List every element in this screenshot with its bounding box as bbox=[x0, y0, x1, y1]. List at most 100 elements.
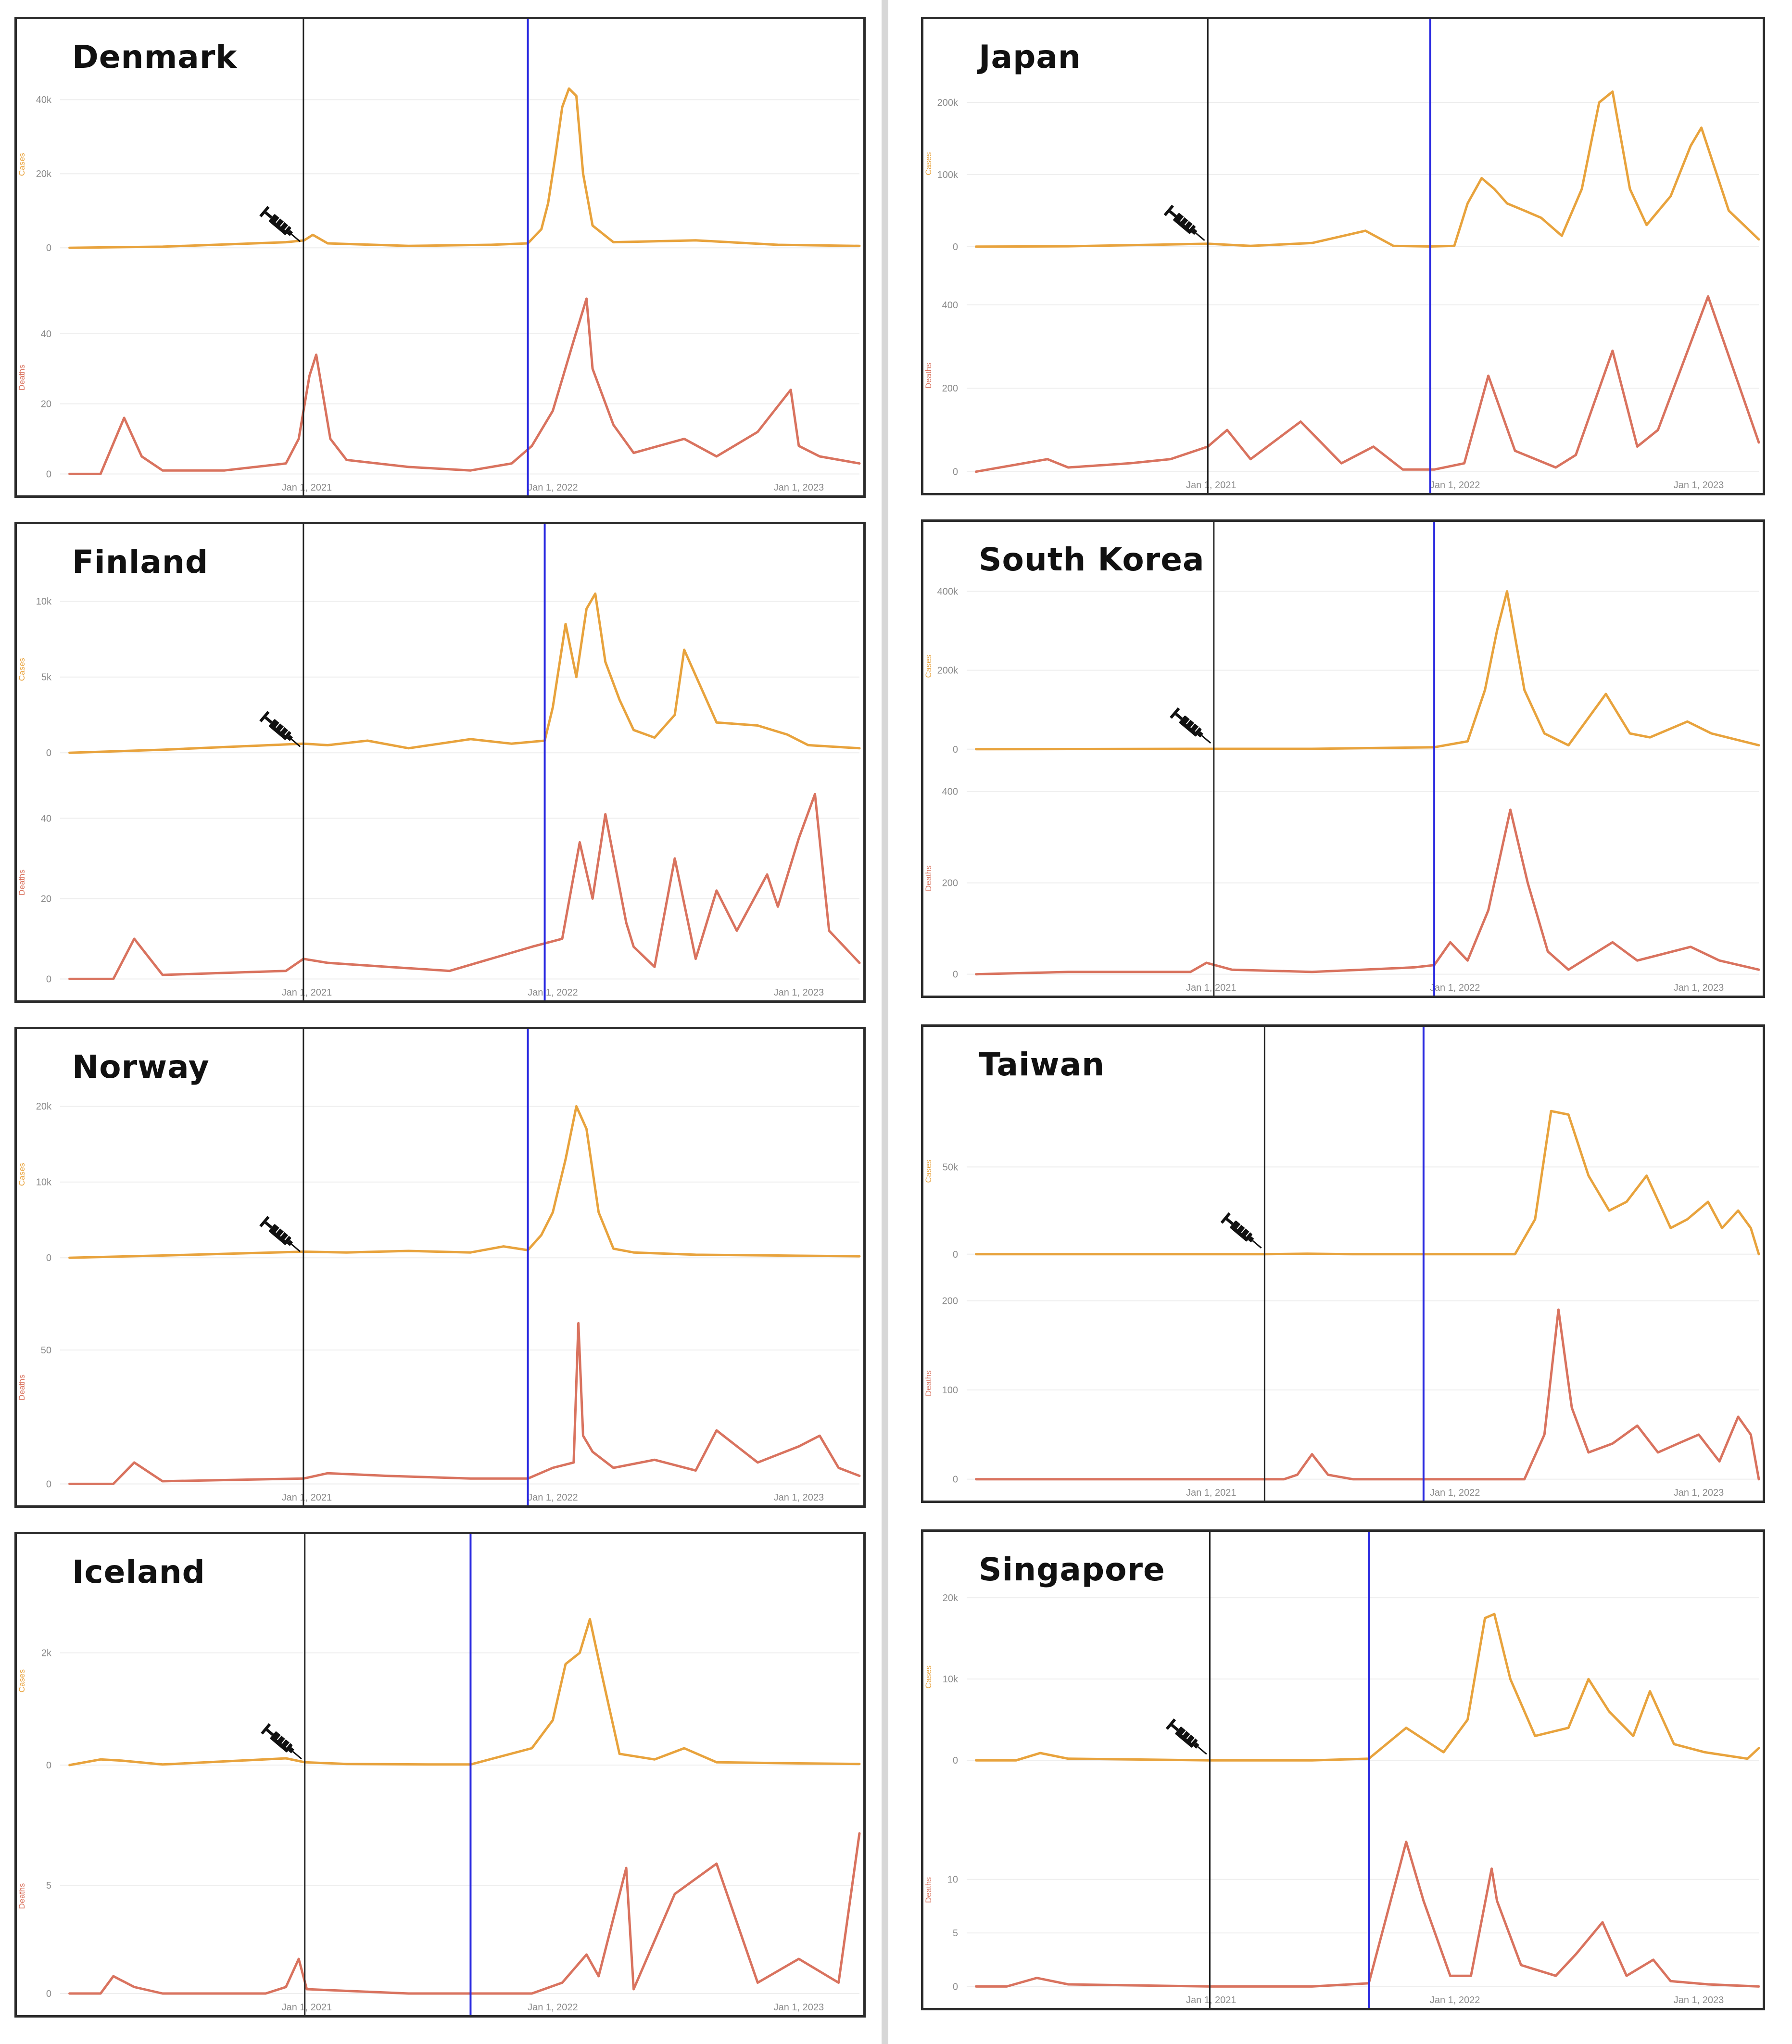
cases-tick-label: 0 bbox=[46, 748, 51, 758]
panel-taiwan: 0 50k Cases 0 100 200 Deaths Jan 1, 2021 Jan 1, … bbox=[921, 1024, 1765, 1503]
syringe-mark bbox=[1188, 224, 1194, 229]
cases-tick-label: 50k bbox=[943, 1162, 959, 1173]
syringe-handle bbox=[259, 711, 270, 722]
syringe-handle bbox=[259, 1216, 270, 1227]
syringe-mark bbox=[1180, 216, 1185, 222]
syringe-handle bbox=[1220, 1212, 1231, 1224]
cases-series-line bbox=[68, 592, 861, 754]
x-tick-label: Jan 1, 2021 bbox=[1186, 1488, 1237, 1498]
x-tick-label: Jan 1, 2022 bbox=[1430, 983, 1480, 993]
country-title: Singapore bbox=[979, 1551, 1165, 1588]
cases-tick-label: 40k bbox=[36, 95, 52, 105]
country-title: South Korea bbox=[979, 541, 1205, 578]
cases-tick-label: 10k bbox=[36, 596, 52, 607]
country-title: Finland bbox=[72, 543, 209, 580]
deaths-tick-label: 0 bbox=[953, 467, 958, 478]
deaths-tick-label: 400 bbox=[942, 300, 958, 311]
chart-denmark: 0 20k 40k Cases 0 20 40 Deaths Jan 1, 2021 Jan 1,… bbox=[17, 19, 861, 495]
country-title: Norway bbox=[72, 1048, 210, 1085]
syringe-mark bbox=[281, 1739, 286, 1744]
x-tick-label: Jan 1, 2023 bbox=[774, 2002, 824, 2013]
deaths-series-line bbox=[974, 1841, 1760, 1988]
cases-tick-label: 0 bbox=[953, 242, 958, 252]
syringe-mark bbox=[1241, 1228, 1246, 1233]
cases-tick-label: 5k bbox=[41, 672, 52, 683]
cases-tick-label: 20k bbox=[36, 169, 52, 179]
panel-japan: 0 100k 200k Cases 0 200 400 Deaths Jan 1, 2021 Ja… bbox=[921, 17, 1765, 495]
deaths-series-line bbox=[68, 297, 861, 475]
syringe-handle bbox=[1170, 707, 1180, 719]
deaths-axis-label: Deaths bbox=[17, 1375, 26, 1401]
deaths-tick-label: 0 bbox=[953, 970, 958, 980]
deaths-axis-label: Deaths bbox=[924, 363, 933, 389]
cases-axis-label: Cases bbox=[924, 655, 933, 678]
x-tick-label: Jan 1, 2023 bbox=[774, 1492, 824, 1503]
deaths-axis-label: Deaths bbox=[924, 1877, 933, 1903]
cases-axis-label: Cases bbox=[17, 658, 26, 681]
cases-series-line bbox=[974, 90, 1760, 248]
syringe-barrel bbox=[268, 214, 291, 235]
cases-axis-label: Cases bbox=[17, 153, 26, 176]
syringe-mark bbox=[1190, 723, 1195, 728]
deaths-tick-label: 10 bbox=[947, 1875, 958, 1885]
syringe-mark bbox=[276, 217, 280, 223]
syringe-icon bbox=[1165, 1718, 1207, 1755]
panel-finland: 0 5k 10k Cases 0 20 40 Deaths Jan 1, 2021 Jan 1, … bbox=[14, 522, 866, 1003]
syringe-plunger bbox=[1175, 713, 1183, 720]
cases-tick-label: 20k bbox=[36, 1101, 52, 1112]
cases-tick-label: 0 bbox=[953, 1249, 958, 1260]
x-tick-label: Jan 1, 2021 bbox=[282, 987, 332, 998]
deaths-series-line bbox=[68, 1322, 861, 1485]
syringe-mark bbox=[1186, 719, 1191, 724]
x-tick-label: Jan 1, 2022 bbox=[1430, 1488, 1480, 1498]
panel-south-korea: 0 200k 400k Cases 0 200 400 Deaths Jan 1, 2021 Ja… bbox=[921, 519, 1765, 998]
cases-tick-label: 0 bbox=[953, 1755, 958, 1766]
cases-axis-label: Cases bbox=[17, 1163, 26, 1186]
deaths-tick-label: 5 bbox=[46, 1880, 51, 1891]
deaths-tick-label: 40 bbox=[41, 813, 51, 824]
cases-tick-label: 0 bbox=[953, 744, 958, 755]
syringe-icon bbox=[1163, 204, 1205, 241]
syringe-handle bbox=[1163, 204, 1174, 216]
cases-axis-label: Cases bbox=[924, 152, 933, 175]
syringe-mark bbox=[1184, 220, 1189, 226]
cases-tick-label: 0 bbox=[46, 1760, 51, 1771]
syringe-mark bbox=[280, 1231, 285, 1237]
panel-denmark: 0 20k 40k Cases 0 20 40 Deaths Jan 1, 2021 Jan 1,… bbox=[14, 17, 866, 498]
deaths-axis-label: Deaths bbox=[17, 1883, 26, 1909]
country-title: Japan bbox=[979, 38, 1081, 76]
syringe-tip bbox=[1191, 228, 1198, 235]
x-tick-label: Jan 1, 2022 bbox=[1430, 480, 1480, 491]
cases-series-line bbox=[974, 590, 1760, 751]
x-tick-label: Jan 1, 2023 bbox=[1674, 983, 1724, 993]
cases-series-line bbox=[974, 1110, 1760, 1256]
syringe-tip bbox=[1197, 731, 1203, 738]
syringe-barrel bbox=[1179, 715, 1202, 737]
chart-south-korea: 0 200k 400k Cases 0 200 400 Deaths Jan 1, 2021 Ja… bbox=[924, 522, 1760, 996]
syringe-tip bbox=[287, 229, 293, 236]
syringe-tip bbox=[287, 734, 293, 741]
deaths-tick-label: 0 bbox=[46, 974, 51, 984]
cases-axis-label: Cases bbox=[17, 1669, 26, 1692]
deaths-tick-label: 40 bbox=[41, 329, 51, 340]
syringe-tip bbox=[1193, 1742, 1199, 1749]
x-tick-label: Jan 1, 2023 bbox=[1674, 1995, 1724, 2006]
deaths-tick-label: 400 bbox=[942, 787, 958, 797]
syringe-mark bbox=[1195, 726, 1199, 732]
deaths-tick-label: 50 bbox=[41, 1345, 51, 1356]
x-tick-label: Jan 1, 2021 bbox=[1186, 983, 1237, 993]
deaths-tick-label: 100 bbox=[942, 1385, 958, 1396]
deaths-tick-label: 0 bbox=[46, 469, 51, 479]
x-tick-label: Jan 1, 2021 bbox=[282, 1492, 332, 1503]
syringe-icon bbox=[1170, 707, 1211, 744]
syringe-plunger bbox=[265, 211, 273, 219]
cases-tick-label: 10k bbox=[36, 1177, 52, 1188]
deaths-tick-label: 0 bbox=[953, 1475, 958, 1485]
cases-tick-label: 200k bbox=[937, 666, 959, 676]
chart-taiwan: 0 50k Cases 0 100 200 Deaths Jan 1, 2021 Jan 1, … bbox=[924, 1027, 1760, 1501]
syringe-tip bbox=[1248, 1236, 1254, 1243]
x-tick-label: Jan 1, 2023 bbox=[774, 482, 824, 493]
country-title: Taiwan bbox=[979, 1046, 1105, 1083]
syringe-mark bbox=[284, 730, 289, 735]
syringe-mark bbox=[284, 225, 289, 230]
